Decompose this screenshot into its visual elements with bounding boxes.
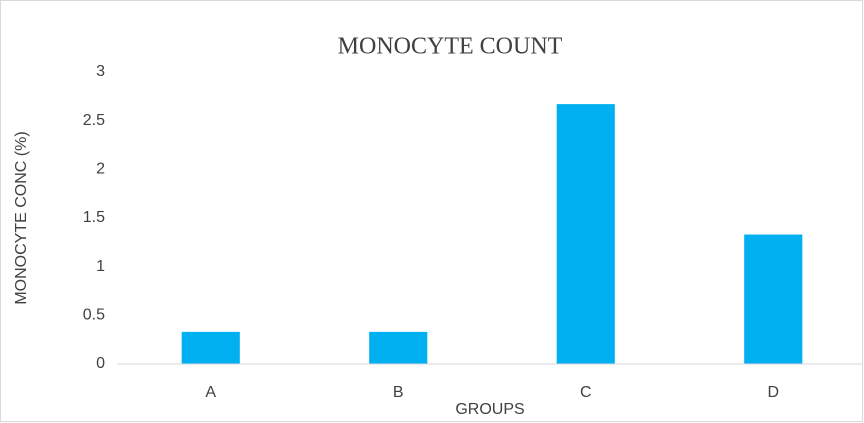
bar: [181, 331, 240, 364]
bar: [556, 104, 615, 365]
chart-title: MONOCYTE COUNT: [338, 34, 563, 60]
y-tick-label: 1.5: [83, 209, 105, 226]
y-tick-label: 3: [96, 63, 105, 80]
x-tick-label: D: [767, 384, 779, 401]
y-tick-label: 1: [96, 258, 105, 275]
x-tick-label: B: [393, 384, 404, 401]
bar: [369, 331, 428, 364]
y-tick-label: 0: [96, 355, 105, 372]
y-tick-label: 0.5: [83, 307, 105, 324]
y-axis-label: MONOCYTE CONC (%): [13, 131, 30, 304]
y-tick-label: 2.5: [83, 112, 105, 129]
y-tick-label: 2: [96, 161, 105, 178]
x-tick-label: C: [580, 384, 592, 401]
bar: [744, 234, 803, 364]
x-tick-label: A: [205, 384, 216, 401]
x-axis-label: GROUPS: [455, 401, 524, 418]
